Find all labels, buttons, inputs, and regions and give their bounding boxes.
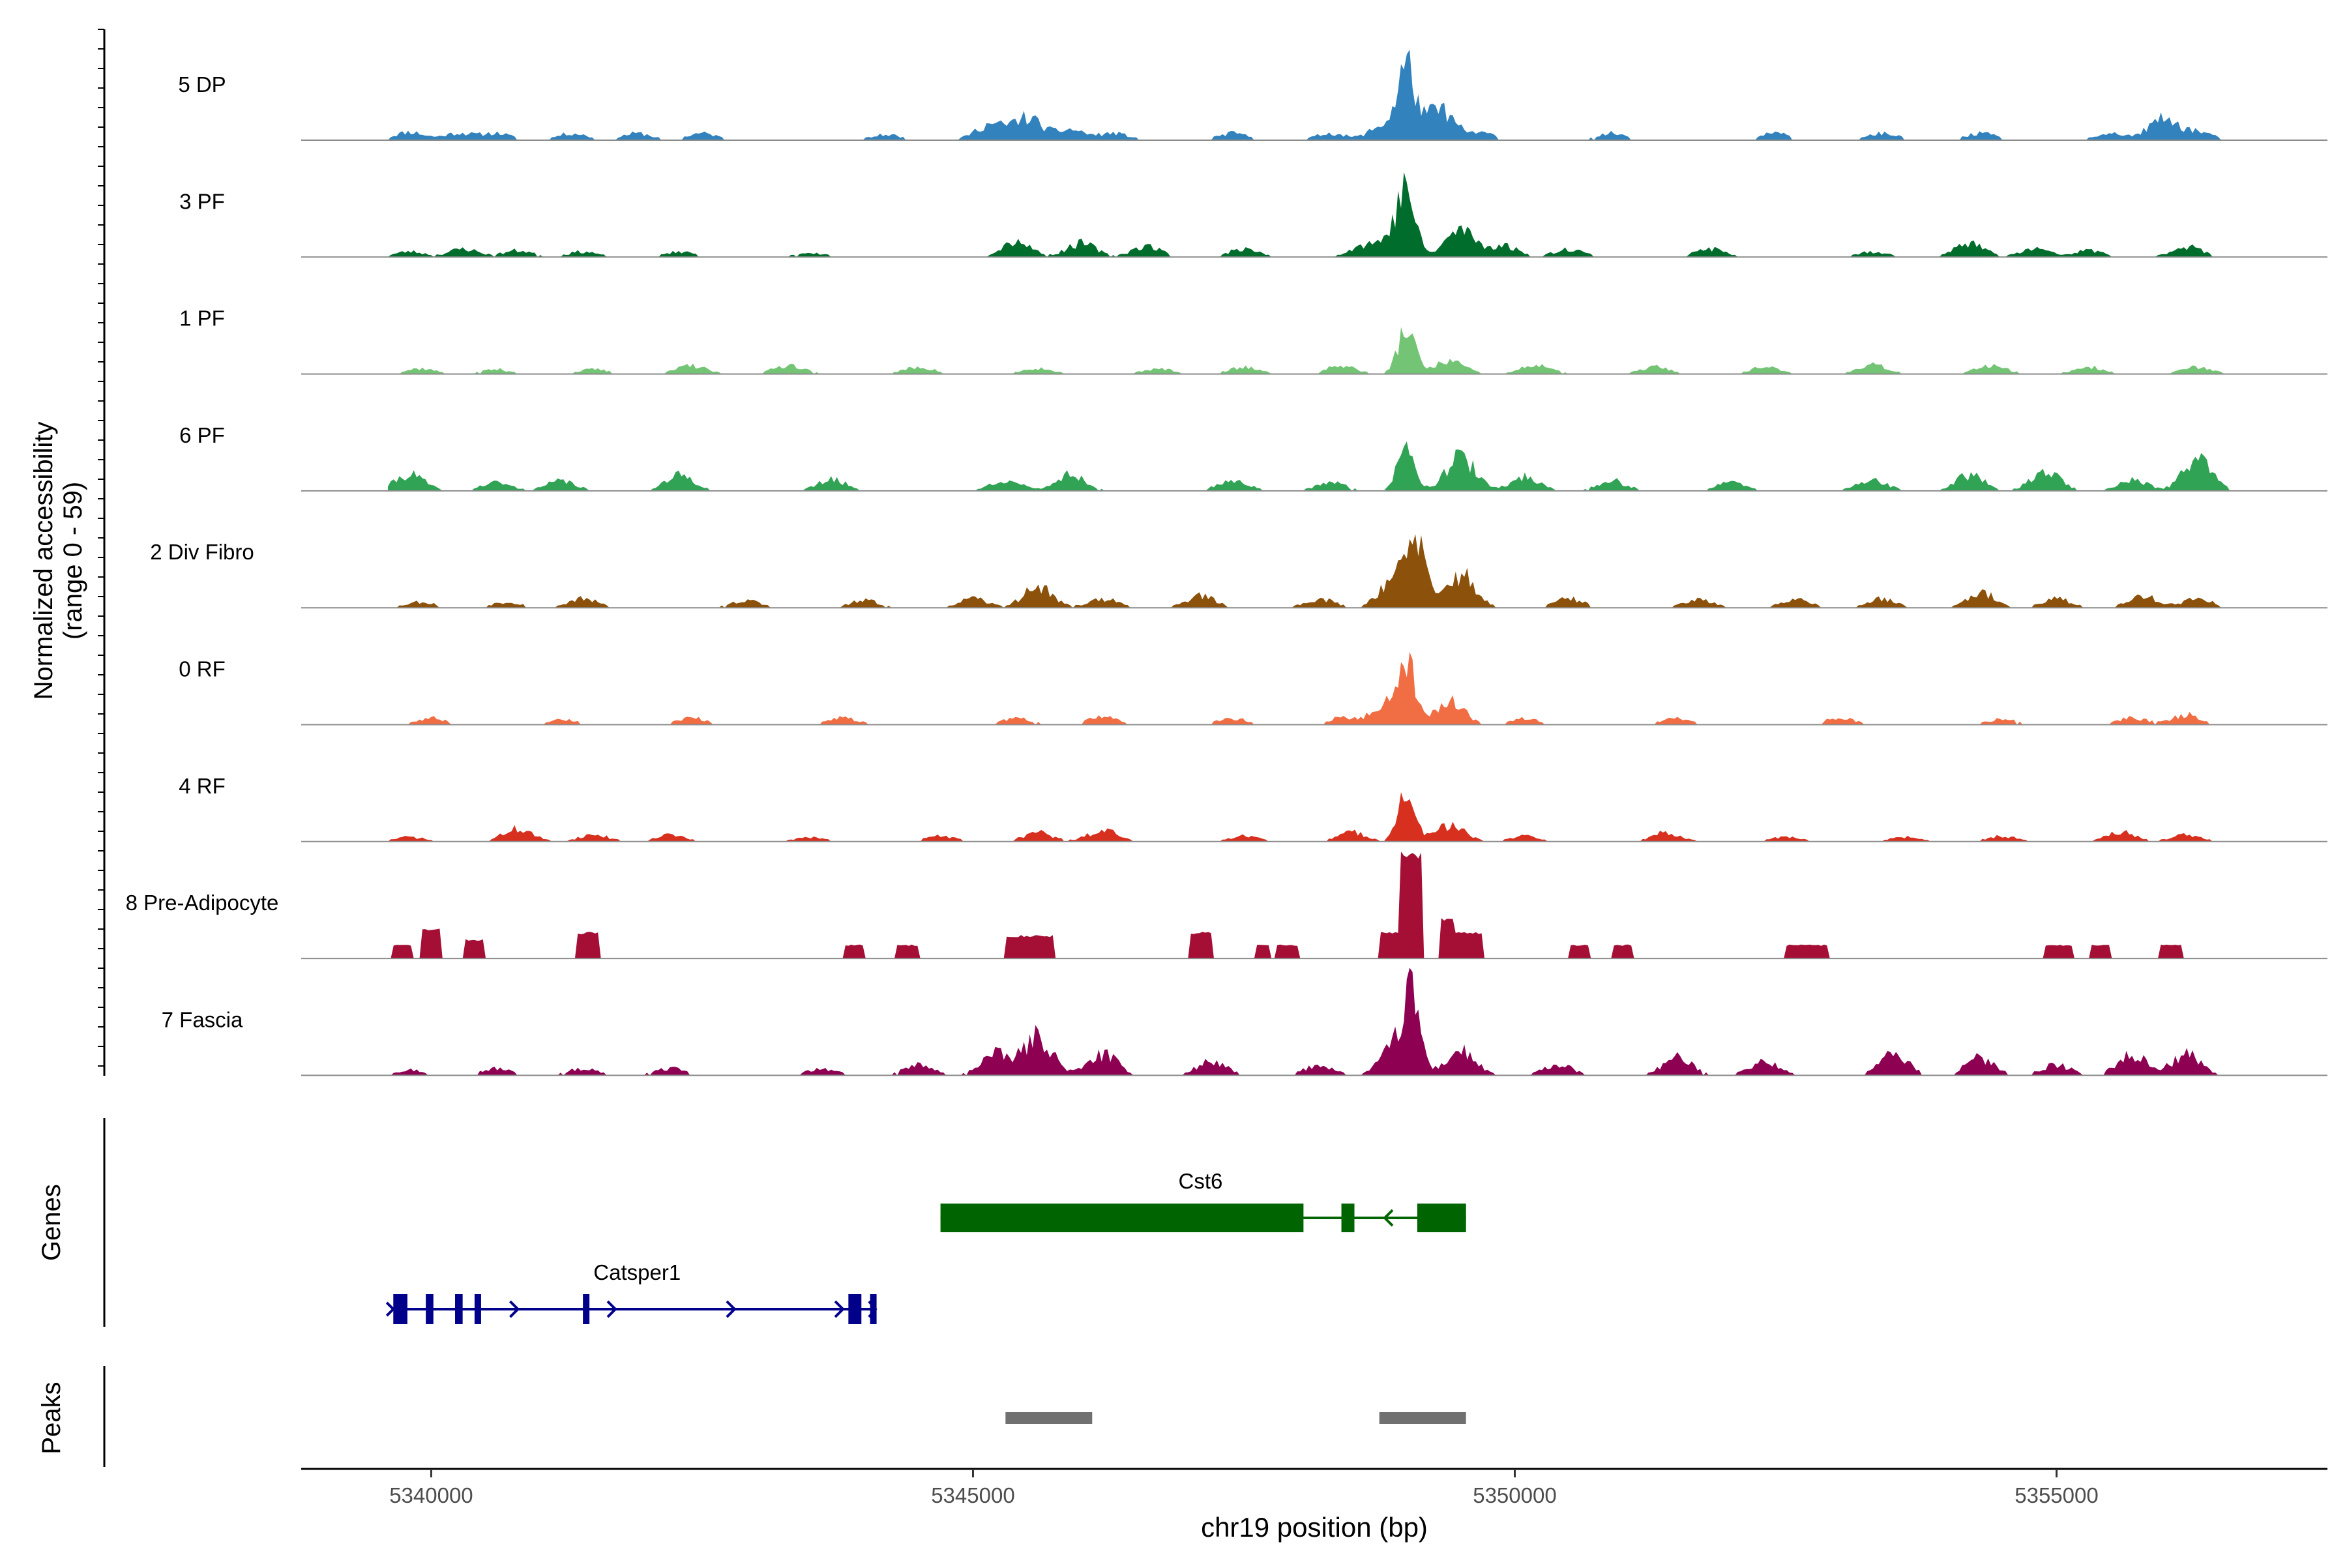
track-5: 0 RF [179, 652, 2327, 726]
gene-exon-1-5 [848, 1294, 862, 1324]
gene-catsper1: Catsper1 [385, 1260, 878, 1324]
track-label-4: 2 Div Fibro [150, 540, 254, 564]
track-area-4 [388, 534, 2230, 608]
gene-exon-0-0 [940, 1204, 1304, 1232]
gene-exon-0-1 [1341, 1204, 1355, 1232]
track-7: 8 Pre-Adipocyte [126, 851, 2327, 960]
gene-models: Cst6 Catsper1 [385, 1169, 1466, 1324]
x-tick-label-1: 5345000 [931, 1483, 1014, 1507]
genes-panel-label: Genes [37, 1184, 66, 1261]
y-axis-label: Normalized accessibility [29, 422, 58, 700]
strand-arrow-end [868, 1300, 878, 1318]
peak-region-1 [1379, 1412, 1466, 1424]
track-label-8: 7 Fascia [162, 1007, 243, 1031]
track-label-5: 0 RF [179, 657, 226, 681]
strand-arrow-start [385, 1301, 396, 1317]
track-label-7: 8 Pre-Adipocyte [126, 891, 279, 915]
gene-exon-1-6 [870, 1294, 877, 1324]
track-area-5 [388, 652, 2230, 725]
track-area-1 [388, 171, 2230, 258]
track-label-2: 1 PF [179, 306, 225, 331]
track-0: 5 DP [178, 50, 2327, 141]
track-4: 2 Div Fibro [150, 534, 2327, 609]
accessibility-tracks: 5 DP 3 PF 1 PF 6 PF 2 Div Fibro 0 RF 4 RF 8 Pre… [126, 50, 2327, 1076]
track-3: 6 PF [179, 423, 2327, 492]
gene-cst6: Cst6 [940, 1169, 1466, 1232]
track-area-0 [388, 50, 2230, 140]
gene-exon-1-1 [426, 1294, 434, 1324]
gene-exon-1-2 [455, 1294, 463, 1324]
x-tick-label-2: 5350000 [1473, 1483, 1556, 1507]
x-tick-label-3: 5355000 [2015, 1483, 2098, 1507]
peaks-panel-label: Peaks [37, 1382, 66, 1454]
peak-regions [1005, 1412, 1466, 1424]
track-label-1: 3 PF [179, 189, 225, 213]
track-label-0: 5 DP [178, 72, 226, 96]
y-ticks [98, 29, 104, 1067]
gene-exon-0-2 [1417, 1204, 1466, 1232]
track-area-7 [388, 851, 2230, 959]
strand-arrow-1-2 [726, 1300, 737, 1318]
y-axis-label-range: (range 0 - 59) [59, 482, 87, 640]
track-area-6 [388, 792, 2230, 842]
strand-arrow-0-0 [1383, 1209, 1394, 1227]
track-label-6: 4 RF [179, 774, 226, 798]
peak-region-0 [1005, 1412, 1093, 1424]
track-1: 3 PF [179, 171, 2327, 258]
peaks-panel: Peaks [37, 1366, 1466, 1467]
x-axis: 5340000 5345000 5350000 5355000 chr19 posit… [301, 1468, 2327, 1543]
strand-arrow-1-0 [509, 1300, 520, 1318]
gene-label-catsper1: Catsper1 [593, 1260, 681, 1284]
track-area-3 [388, 441, 2230, 491]
genes-panel: Genes Cst6 Catsper1 [37, 1118, 1466, 1327]
gene-exon-1-4 [583, 1294, 590, 1324]
gene-exon-1-0 [393, 1294, 407, 1324]
gene-label-cst6: Cst6 [1179, 1169, 1223, 1193]
x-ticks: 5340000 5345000 5350000 5355000 [389, 1469, 2099, 1507]
y-axis: Normalized accessibility (range 0 - 59) [29, 29, 106, 1076]
track-6: 4 RF [179, 774, 2327, 842]
track-2: 1 PF [179, 306, 2327, 375]
x-axis-label: chr19 position (bp) [1201, 1512, 1428, 1543]
track-8: 7 Fascia [162, 968, 2327, 1076]
strand-arrow-1-1 [606, 1300, 617, 1318]
track-area-8 [388, 968, 2230, 1076]
strand-arrow-1-3 [834, 1300, 845, 1318]
track-label-3: 6 PF [179, 423, 225, 447]
track-area-2 [388, 327, 2230, 374]
x-tick-label-0: 5340000 [389, 1483, 473, 1507]
gene-exon-1-3 [474, 1294, 481, 1324]
